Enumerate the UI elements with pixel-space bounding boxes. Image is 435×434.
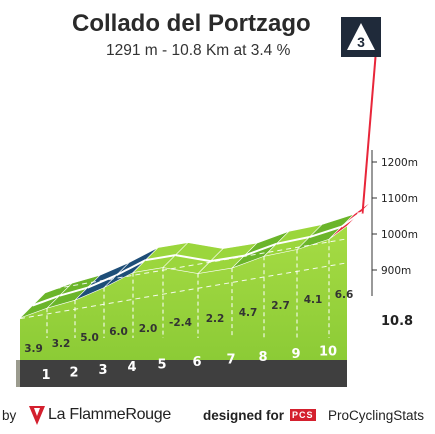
altitude-label-1000: 1000m xyxy=(381,229,418,241)
la-flamme-rouge-logo-icon xyxy=(29,406,45,425)
gradient-label-8: 4.7 xyxy=(239,307,258,319)
finish-pole xyxy=(361,56,377,214)
profile-front-face xyxy=(20,226,347,360)
altitude-gridline-1 xyxy=(19,258,373,320)
km-marker-7: 7 xyxy=(226,352,235,367)
gradient-label-10: 4.1 xyxy=(304,294,323,306)
climb-profile-chart: 1200m 1100m 1000m 900m 3.9 3.2 5.0 6.0 2.0 -2.4 2.… xyxy=(16,56,418,387)
altitude-gridline-4 xyxy=(19,188,373,250)
km-marker-4: 4 xyxy=(127,360,136,375)
road-centre-line-3 xyxy=(87,274,117,289)
gradient-label-9: 2.7 xyxy=(271,300,290,312)
gradient-label-7: 2.2 xyxy=(206,313,225,325)
altitude-label-900: 900m xyxy=(381,265,411,277)
km-marker-1: 1 xyxy=(41,368,50,383)
pcs-logo: PCS xyxy=(290,409,316,421)
road-centre-line-9 xyxy=(276,236,310,245)
road-centre-line-7 xyxy=(210,254,245,263)
category-number: 3 xyxy=(357,34,365,50)
gradient-label-1: 3.9 xyxy=(24,343,43,355)
altitude-label-1100: 1100m xyxy=(381,193,418,205)
km-marker-2: 2 xyxy=(69,365,78,380)
km-marker-8: 8 xyxy=(258,350,267,365)
km-marker-6: 6 xyxy=(192,355,201,370)
road-centre-line-11 xyxy=(340,212,361,228)
profile-base-strip xyxy=(20,360,347,387)
km-marker-9: 9 xyxy=(291,347,300,362)
footer-designed-for: designed for xyxy=(203,408,285,423)
road-centre-line-4 xyxy=(116,259,146,277)
gradient-label-6: -2.4 xyxy=(169,317,192,329)
gradient-label-11: 6.6 xyxy=(335,289,354,301)
road-centre-line-2 xyxy=(59,286,88,297)
gradient-label-3: 5.0 xyxy=(80,332,99,344)
final-distance-label: 10.8 xyxy=(381,314,413,329)
road-centre-line-1 xyxy=(32,294,60,307)
footer: by La FlammeRouge designed for PCS ProCy… xyxy=(0,404,435,430)
climb-title: Collado del Portzago xyxy=(72,10,311,37)
road-centre-line-6 xyxy=(175,254,211,263)
gradient-label-2: 3.2 xyxy=(52,338,71,350)
road-centre-line-8 xyxy=(244,242,277,257)
km-marker-5: 5 xyxy=(157,358,166,373)
altitude-gridline-2 xyxy=(19,234,373,296)
category-triangle-icon xyxy=(347,23,375,50)
category-flag: 3 xyxy=(341,17,381,57)
footer-pcs-name: ProCyclingStats xyxy=(328,408,425,423)
road-centre-line-10 xyxy=(309,225,342,238)
km-marker-3: 3 xyxy=(98,363,107,378)
gradient-label-5: 2.0 xyxy=(139,323,158,335)
km-marker-10: 10 xyxy=(319,345,337,360)
altitude-gridline-3 xyxy=(19,210,373,272)
road-centre-line-5 xyxy=(145,254,176,262)
altitude-label-1200: 1200m xyxy=(381,157,418,169)
gradient-label-4: 6.0 xyxy=(109,326,128,338)
climb-summary: 1291 m - 10.8 Km at 3.4 % xyxy=(106,42,291,59)
footer-brand: La FlammeRouge xyxy=(48,406,171,423)
footer-by: by xyxy=(2,408,17,423)
profile-base-side xyxy=(16,360,20,387)
